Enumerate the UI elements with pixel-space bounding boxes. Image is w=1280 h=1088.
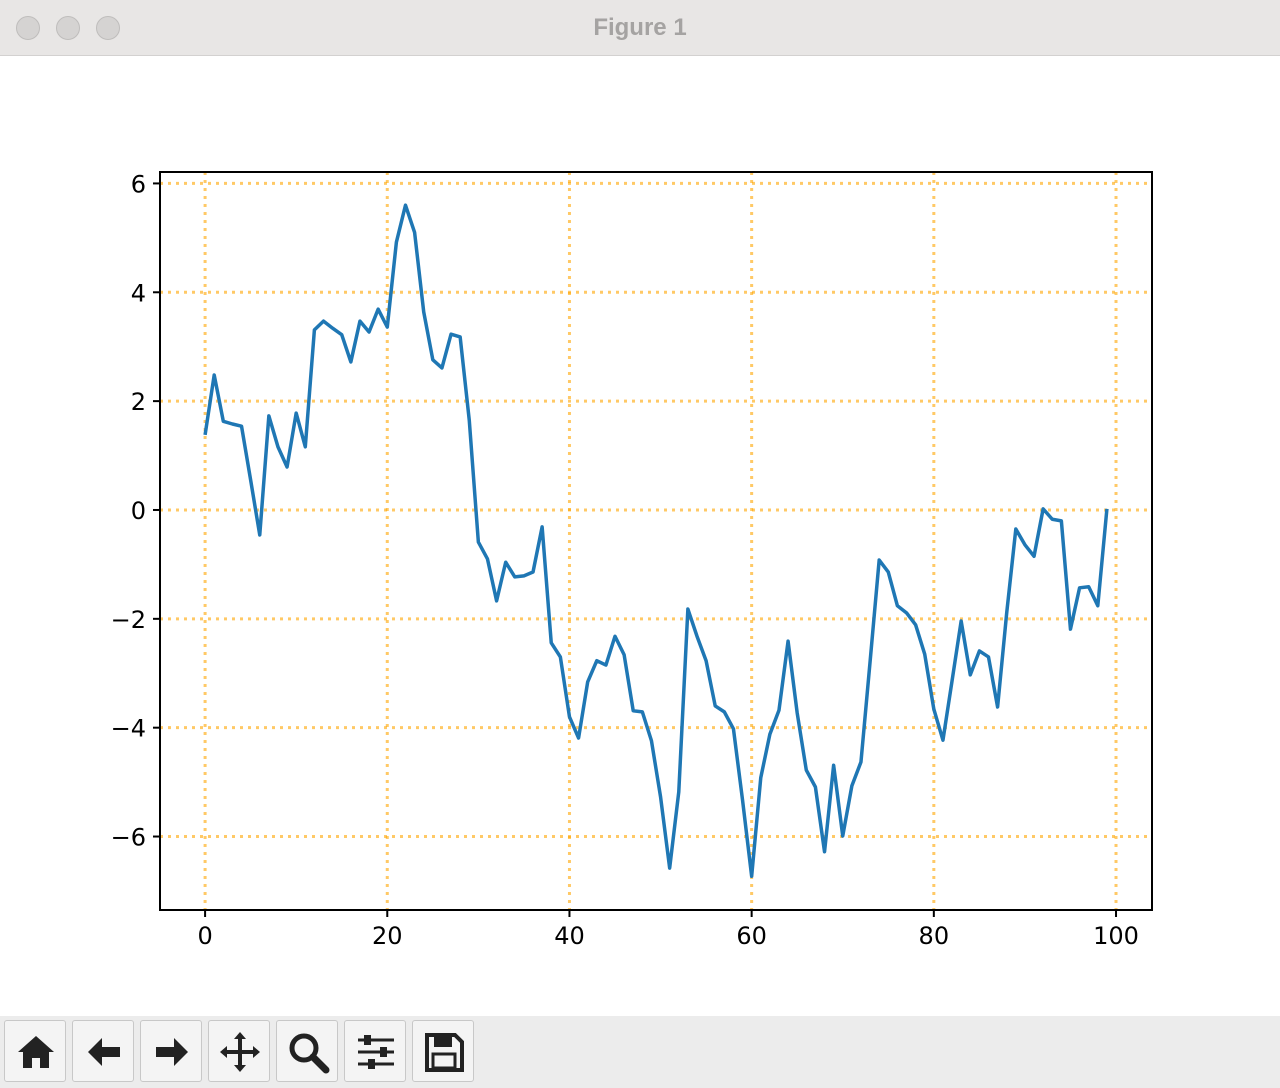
data-line — [203, 203, 1109, 879]
x-tick-label: 40 — [554, 922, 585, 950]
x-tick-label: 100 — [1093, 922, 1139, 950]
minimize-button[interactable] — [56, 16, 80, 40]
save-button[interactable] — [412, 1020, 474, 1082]
axes-frame — [159, 171, 1153, 911]
figure: 0 20 40 60 80 100 −6 −4 −2 0 2 4 6 — [111, 170, 1153, 950]
configure-button[interactable] — [344, 1020, 406, 1082]
y-tick-label: 0 — [131, 497, 146, 525]
y-tick-label: 4 — [131, 279, 146, 307]
pan-button[interactable] — [208, 1020, 270, 1082]
x-tick-label: 0 — [197, 922, 212, 950]
window-title: Figure 1 — [593, 14, 687, 41]
x-tick-label: 80 — [919, 922, 950, 950]
forward-button[interactable] — [140, 1020, 202, 1082]
back-button[interactable] — [72, 1020, 134, 1082]
x-tick-label: 60 — [736, 922, 767, 950]
home-button[interactable] — [4, 1020, 66, 1082]
zoom-button[interactable] — [96, 16, 120, 40]
zoom-tool-button[interactable] — [276, 1020, 338, 1082]
x-tick-label: 20 — [372, 922, 403, 950]
y-tick-label: 6 — [131, 170, 146, 198]
y-tick-label: −4 — [111, 715, 146, 743]
y-tick-label: −2 — [111, 606, 146, 634]
close-button[interactable] — [16, 16, 40, 40]
y-tick-label: −6 — [111, 824, 146, 852]
y-tick-label: 2 — [131, 388, 146, 416]
toolbar — [0, 1016, 1280, 1088]
title-bar: Figure 1 — [0, 0, 1280, 56]
